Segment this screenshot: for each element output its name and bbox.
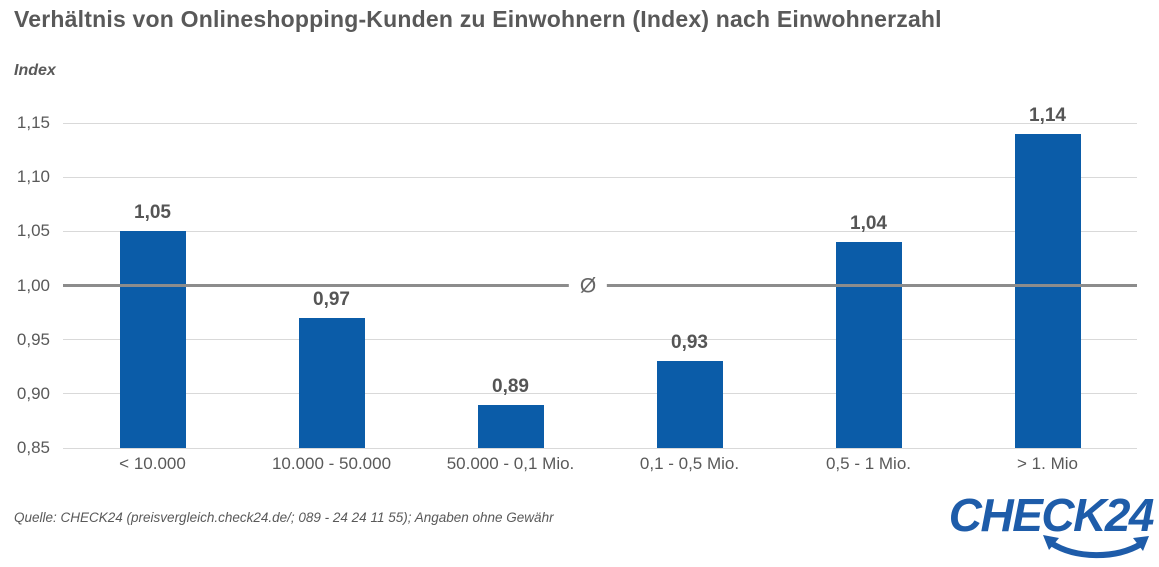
gridline [63,447,1137,449]
x-tick-label: 10.000 - 50.000 [271,454,392,473]
bar-value-label: 1,14 [1029,104,1066,126]
y-tick-label: 0,95 [16,329,50,349]
bar [835,242,902,448]
bar-value-label: 1,05 [134,202,171,224]
bar-value-label: 0,97 [313,289,350,310]
gridline [63,122,1137,124]
x-tick-label: 0,1 - 0,5 Mio. [639,454,740,473]
bar [477,404,544,448]
y-tick-label: 0,85 [16,438,50,457]
y-tick-label: 1,15 [16,113,50,132]
bar [298,318,365,448]
y-tick-label: 1,00 [16,275,50,295]
gridline [63,176,1137,178]
bar [656,361,723,448]
y-tick-label: 0,90 [16,383,50,403]
x-tick-label: 0,5 - 1 Mio. [825,454,912,473]
chart-title: Verhältnis von Onlineshopping-Kunden zu … [14,6,942,32]
x-tick-label: 50.000 - 0,1 Mio. [446,454,575,473]
curved-arrow-smile-icon [1043,535,1149,559]
y-tick-label: 1,10 [16,167,50,187]
bar-value-label: 1,04 [850,213,887,235]
bar [1014,133,1081,448]
x-tick-label: < 10.000 [119,454,186,473]
check24-logo-text: CHECK24 [948,489,1155,541]
x-tick-label: > 1. Mio [1017,454,1078,473]
average-symbol: Ø [568,275,608,296]
bar-value-label: 0,89 [492,375,529,397]
gridline [63,339,1137,341]
bar [119,231,186,448]
bar-value-label: 0,93 [671,332,708,354]
y-axis-title: Index [14,62,56,79]
source-note: Quelle: CHECK24 (preisvergleich.check24.… [14,510,554,525]
gridline [63,230,1137,232]
check24-logo: CHECK24 [938,489,1155,562]
y-tick-label: 1,05 [16,221,50,241]
gridline [63,393,1137,395]
